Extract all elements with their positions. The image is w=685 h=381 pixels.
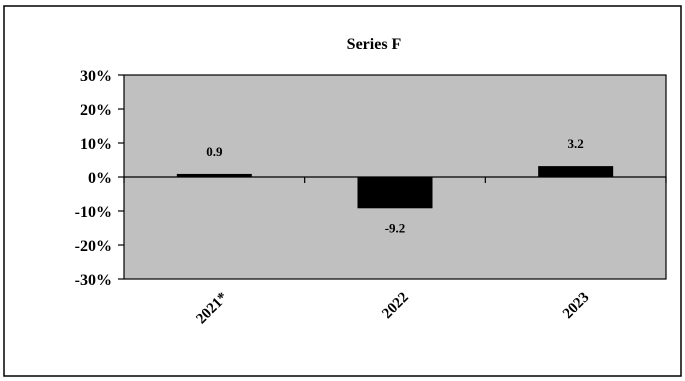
y-tick-label: 0% [88,170,112,187]
y-tick-label: -30% [75,272,112,289]
y-axis-tick-labels: 30% 20% 10% 0% -10% -20% -30% [75,68,112,289]
y-tick-label: -10% [75,204,112,221]
bars [176,166,614,209]
data-label: 3.2 [568,136,584,151]
y-tick-label: 30% [80,68,112,85]
data-label: 0.9 [206,144,223,159]
bar-2021* [176,173,252,177]
x-axis-ticks [123,177,667,183]
bar-2022 [357,177,433,209]
bar-2023 [538,166,614,177]
y-axis-ticks [118,74,124,280]
y-tick-label: -20% [75,238,112,255]
data-labels: 0.9 -9.2 3.2 [206,136,584,235]
chart-title: Series F [347,36,402,53]
y-tick-label: 20% [80,102,112,119]
y-tick-label: 10% [80,136,112,153]
data-label: -9.2 [385,220,406,235]
